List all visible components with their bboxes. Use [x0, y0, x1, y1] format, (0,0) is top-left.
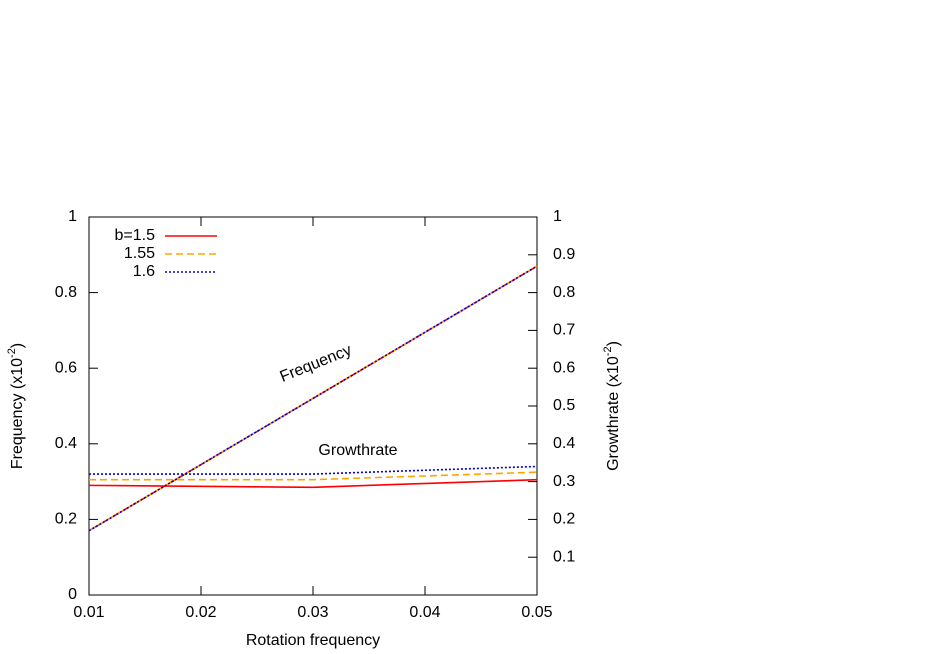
x-axis-label: Rotation frequency [246, 632, 380, 649]
y2-tick-label: 0.3 [553, 473, 575, 490]
growthrate-line [89, 471, 538, 481]
y2-tick-label: 0.9 [553, 246, 575, 263]
x-tick-label: 0.01 [73, 604, 104, 621]
growthrate-line [89, 465, 538, 475]
plot-frame [88, 216, 538, 596]
legend-label: 1.6 [133, 263, 155, 280]
x-tick-label: 0.05 [521, 604, 552, 621]
y2-tick-label: 0.8 [553, 284, 575, 301]
x-tick-label: 0.02 [185, 604, 216, 621]
growthrate-line [88, 478, 538, 489]
y2-tick-label: 1 [553, 208, 562, 225]
y-tick-label: 1 [68, 208, 77, 225]
y-tick-label: 0.4 [55, 435, 77, 452]
y-axis-label-part: ) [9, 343, 26, 348]
y2-tick-label: 0.7 [553, 322, 575, 339]
y-axis-label-part: -2 [6, 348, 18, 358]
y2-tick-label: 0.6 [553, 359, 575, 376]
y2-axis-label: Growthrate (x10-2) [602, 341, 622, 471]
annotation: Frequency [278, 342, 354, 386]
y2-tick-label: 0.4 [553, 435, 575, 452]
frequency-line [88, 265, 538, 532]
y2-axis-label-part: ) [605, 341, 622, 346]
y-tick-label: 0.6 [55, 359, 77, 376]
y2-tick-label: 0.1 [553, 548, 575, 565]
y-tick-label: 0 [68, 586, 77, 603]
y-axis-label-part: Frequency (x10 [9, 358, 26, 469]
y-axis-label: Frequency (x10-2) [6, 343, 26, 469]
y2-tick-label: 0.2 [553, 511, 575, 528]
x-tick-label: 0.03 [297, 604, 328, 621]
y-tick-label: 0.8 [55, 284, 77, 301]
annotation: Growthrate [318, 442, 397, 459]
legend-label: b=1.5 [115, 227, 156, 244]
legend-label: 1.55 [124, 245, 155, 262]
y2-axis-label-part: -2 [602, 346, 614, 356]
y2-axis-label-part: Growthrate (x10 [605, 356, 622, 471]
x-tick-label: 0.04 [409, 604, 440, 621]
y2-tick-label: 0.5 [553, 397, 575, 414]
y-tick-label: 0.2 [55, 511, 77, 528]
